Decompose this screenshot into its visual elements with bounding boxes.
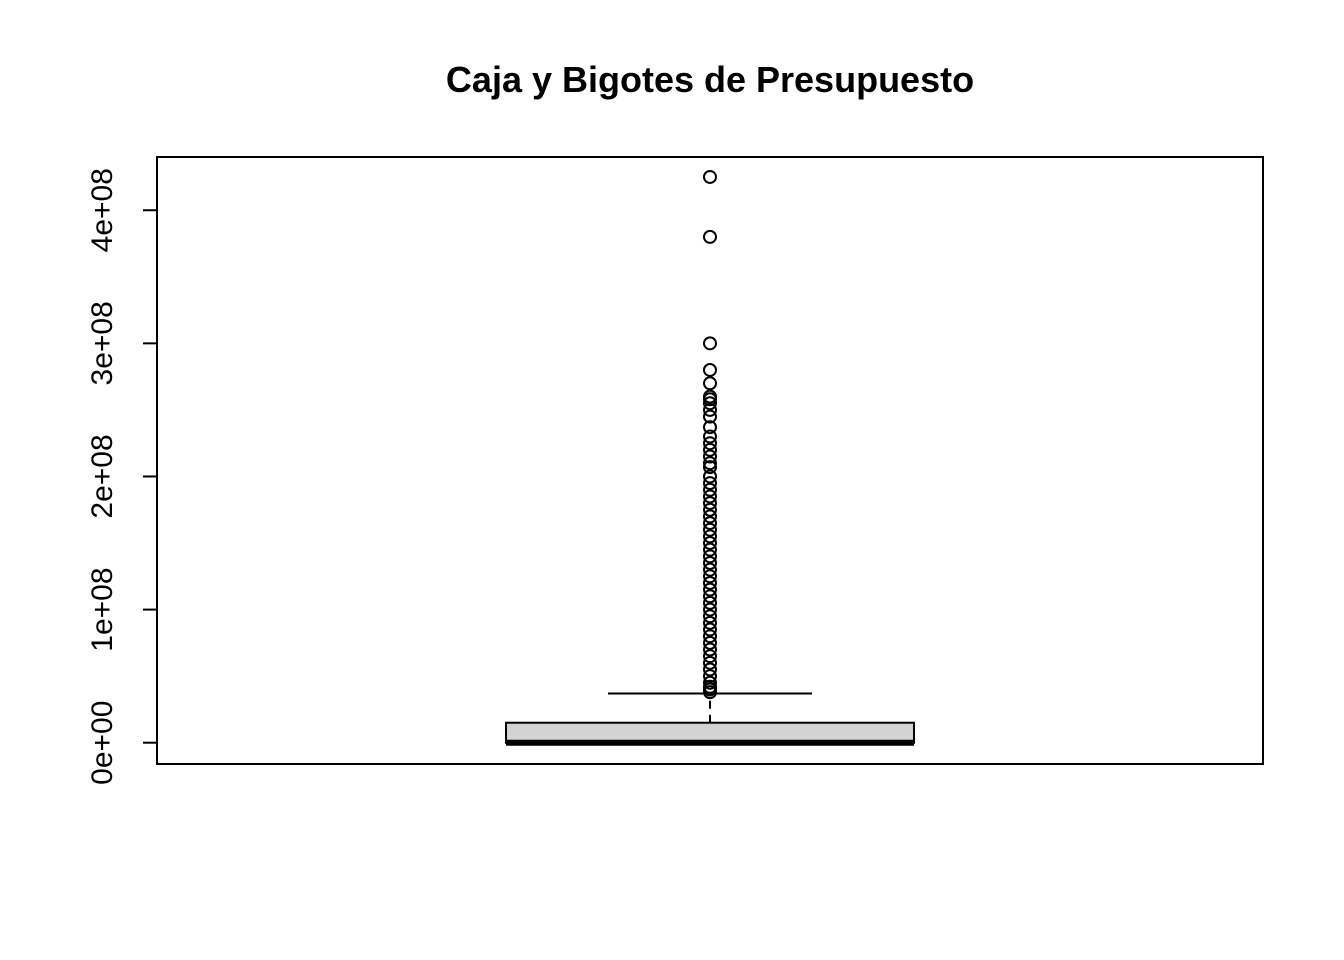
outlier-point (703, 460, 717, 475)
outlier-point (703, 635, 717, 650)
outlier-point (703, 649, 717, 664)
outlier-point (703, 562, 717, 577)
outlier-point (703, 602, 717, 617)
outlier-points (703, 169, 717, 700)
outlier-point (703, 669, 717, 684)
outlier-point (703, 169, 717, 184)
outlier-point (703, 662, 717, 677)
outlier-point (703, 436, 717, 451)
outlier-point (703, 476, 717, 491)
outlier-point (703, 469, 717, 484)
outlier-point (703, 522, 717, 537)
outlier-point (703, 489, 717, 504)
y-tick-label: 4e+08 (86, 168, 119, 252)
outlier-point (703, 396, 717, 411)
y-axis: 0e+00 1e+08 2e+08 3e+08 4e+08 (86, 168, 158, 785)
outlier-point (703, 482, 717, 497)
outlier-point (703, 362, 717, 377)
outlier-point (703, 420, 717, 435)
outlier-point (703, 456, 717, 471)
outlier-point (703, 429, 717, 444)
outlier-point (703, 685, 717, 700)
y-tick-label: 0e+00 (86, 701, 119, 785)
outlier-point (703, 642, 717, 657)
outlier-point (703, 502, 717, 517)
outlier-point (703, 549, 717, 564)
y-tick-label: 3e+08 (86, 301, 119, 385)
outlier-point (703, 555, 717, 570)
outlier-point (703, 595, 717, 610)
outlier-point (703, 442, 717, 457)
outlier-point (703, 622, 717, 637)
y-tick-label: 1e+08 (86, 567, 119, 651)
outlier-point (703, 569, 717, 584)
outlier-point (703, 609, 717, 624)
outlier-point (703, 402, 717, 417)
outlier-point (703, 629, 717, 644)
outlier-point (703, 655, 717, 670)
outlier-point (703, 589, 717, 604)
outlier-point (703, 496, 717, 511)
outlier-point (703, 615, 717, 630)
outlier-point (703, 392, 717, 407)
outlier-point (703, 582, 717, 597)
outlier-point (703, 336, 717, 351)
outlier-point (703, 516, 717, 531)
chart-title: Caja y Bigotes de Presupuesto (446, 59, 974, 100)
outlier-point (703, 449, 717, 464)
outlier-point (703, 542, 717, 557)
outlier-point (703, 675, 717, 690)
outlier-point (703, 229, 717, 244)
outlier-point (703, 409, 717, 424)
outlier-point (703, 536, 717, 551)
box-plot (505, 692, 915, 746)
y-tick-label: 2e+08 (86, 434, 119, 518)
outlier-point (703, 509, 717, 524)
outlier-point (703, 575, 717, 590)
outlier-point (703, 376, 717, 391)
outlier-point (703, 529, 717, 544)
